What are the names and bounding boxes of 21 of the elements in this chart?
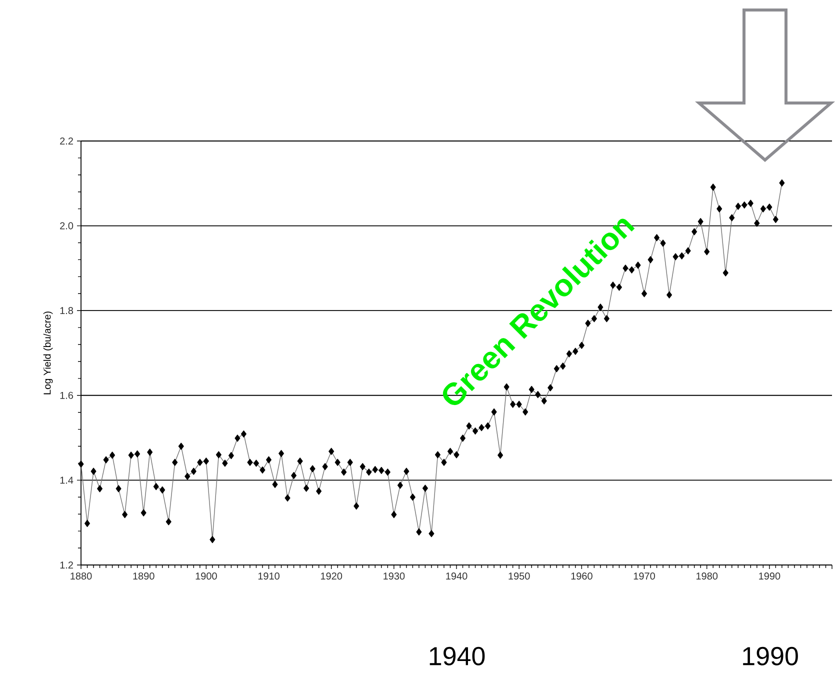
y-tick-label: 1.2 [60, 562, 73, 568]
x-tick-label: 1970 [634, 572, 655, 580]
x-tick-label: 1930 [384, 572, 405, 580]
text: 1940 [430, 646, 485, 666]
y-axis-title: Log Yield (bu/acre) [43, 312, 53, 394]
y-tick-label: 1.8 [60, 307, 74, 314]
x-tick-label: 1950 [508, 572, 530, 580]
x-tick-label: 1940 [446, 572, 468, 580]
y-tick-label: 2.2 [60, 138, 73, 144]
x-tick-label: 1880 [70, 572, 92, 580]
y-tick-label: 2.0 [60, 222, 74, 230]
text: 1990 [743, 646, 798, 666]
y-tick-label: 1.6 [60, 392, 74, 399]
x-tick-label: 1990 [759, 572, 780, 580]
x-tick-label: 1980 [696, 572, 718, 580]
x-tick-label: 1920 [320, 572, 342, 580]
y-tick-label: 1.4 [60, 476, 74, 484]
x-tick-label: 1900 [196, 572, 217, 580]
x-tick-label: 1960 [571, 572, 592, 580]
x-tick-label: 1890 [133, 572, 154, 580]
x-tick-label: 1910 [258, 572, 280, 580]
